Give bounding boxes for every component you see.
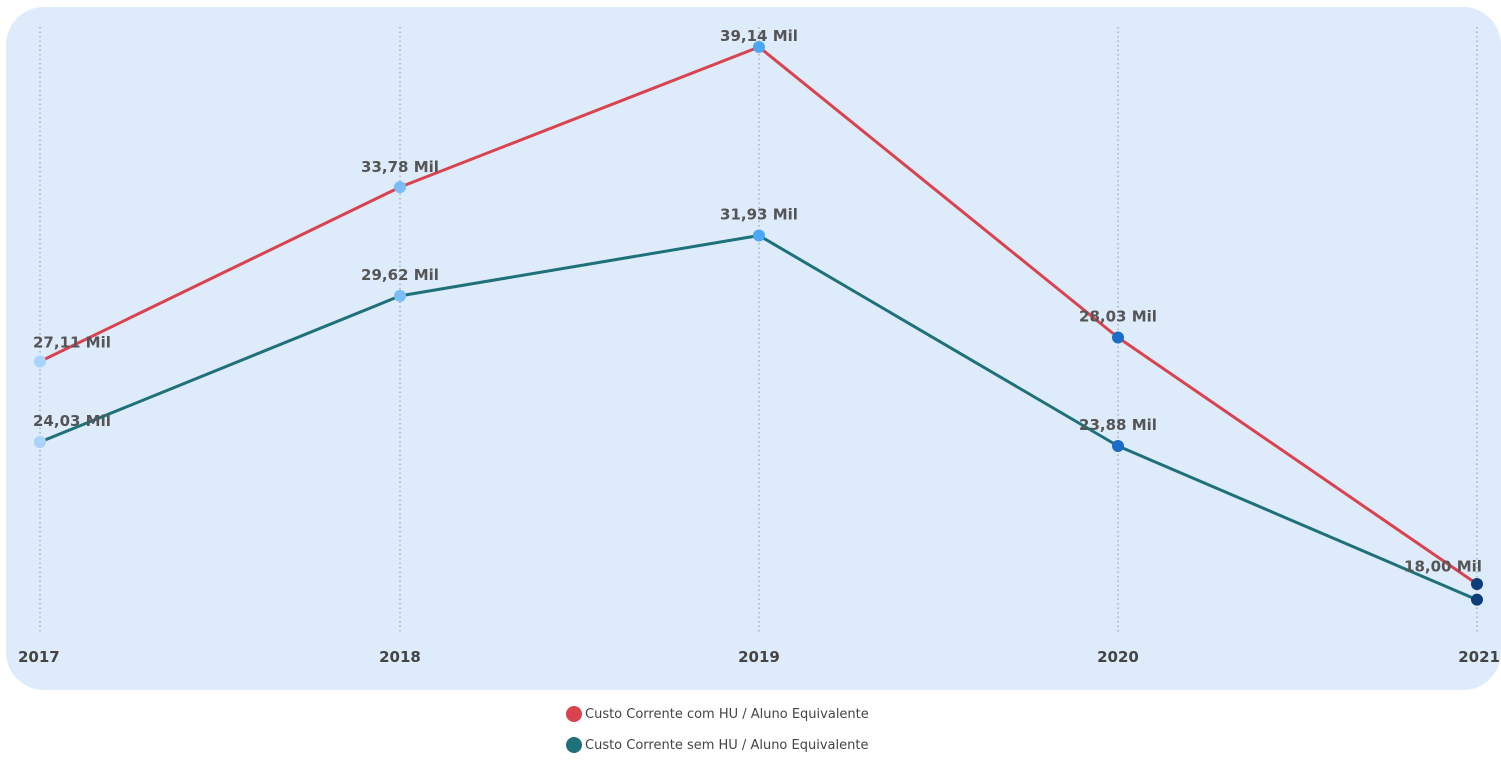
legend-label-sem-hu: Custo Corrente sem HU / Aluno Equivalent…	[585, 737, 869, 753]
data-point[interactable]	[1471, 578, 1483, 590]
legend-item-sem-hu[interactable]: Custo Corrente sem HU / Aluno Equivalent…	[566, 735, 869, 755]
data-point[interactable]	[1112, 331, 1124, 344]
data-point[interactable]	[1471, 593, 1483, 606]
data-point[interactable]	[1112, 439, 1124, 452]
data-labels: 27,11 Mil 33,78 Mil 39,14 Mil 28,03 Mil 24,0…	[33, 27, 1482, 576]
legend: Custo Corrente com HU / Aluno Equivalent…	[566, 704, 869, 765]
legend-dot-com-hu	[566, 706, 582, 722]
x-tick-label: 2021	[1458, 648, 1500, 666]
legend-item-com-hu[interactable]: Custo Corrente com HU / Aluno Equivalent…	[566, 704, 869, 724]
legend-label-com-hu: Custo Corrente com HU / Aluno Equivalent…	[585, 706, 869, 722]
data-label: 23,88 Mil	[1079, 416, 1157, 434]
x-axis-ticks: 2017 2018 2019 2020 2021	[18, 648, 1500, 666]
legend-dot-sem-hu	[566, 737, 582, 753]
data-label: 29,62 Mil	[361, 266, 439, 284]
x-tick-label: 2019	[738, 648, 780, 666]
data-point[interactable]	[753, 41, 765, 53]
data-point[interactable]	[394, 181, 406, 194]
series-points	[34, 41, 1483, 606]
data-label: 31,93 Mil	[720, 205, 798, 223]
data-label: 33,78 Mil	[361, 158, 439, 176]
data-point[interactable]	[34, 436, 46, 449]
x-tick-label: 2018	[379, 648, 421, 666]
plot-background	[6, 7, 1501, 690]
data-point[interactable]	[394, 289, 406, 302]
data-point[interactable]	[34, 355, 46, 368]
data-label: 24,03 Mil	[33, 412, 111, 430]
line-chart: 27,11 Mil 33,78 Mil 39,14 Mil 28,03 Mil 24,0…	[6, 7, 1501, 690]
x-tick-label: 2017	[18, 648, 60, 666]
data-label: 39,14 Mil	[720, 27, 798, 45]
data-label: 18,00 Mil	[1404, 558, 1482, 576]
x-tick-label: 2020	[1097, 648, 1139, 666]
data-label: 28,03 Mil	[1079, 307, 1157, 325]
data-label: 27,11 Mil	[33, 334, 111, 352]
data-point[interactable]	[753, 229, 765, 242]
